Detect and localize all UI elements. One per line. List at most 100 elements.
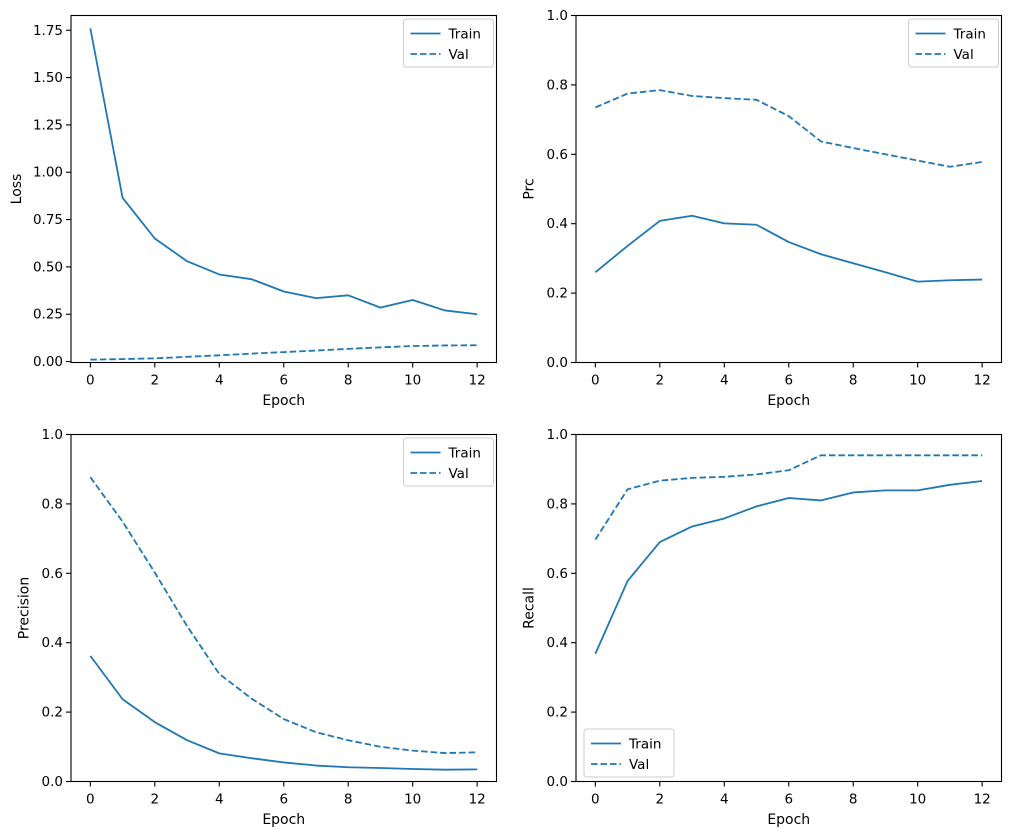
prc-ylabel: Prc xyxy=(522,178,538,199)
y-tick-label: 0.6 xyxy=(42,566,63,582)
x-tick-label: 2 xyxy=(151,792,160,808)
x-tick-label: 4 xyxy=(215,792,224,808)
y-tick-label: 0.8 xyxy=(42,496,63,512)
legend-train-label: Train xyxy=(448,27,481,43)
x-tick-label: 4 xyxy=(720,792,729,808)
x-tick-label: 10 xyxy=(909,373,926,389)
legend-train-label: Train xyxy=(953,27,986,43)
x-tick-label: 2 xyxy=(656,792,665,808)
x-tick-label: 6 xyxy=(279,373,288,389)
x-tick-label: 2 xyxy=(151,373,160,389)
x-tick-label: 8 xyxy=(344,792,353,808)
prc-legend: Train Val xyxy=(908,18,999,68)
x-tick-label: 6 xyxy=(784,792,793,808)
x-tick-label: 2 xyxy=(656,373,665,389)
y-tick-label: 0.50 xyxy=(33,259,63,275)
subplot-precision: 0 2 4 6 8 10 12 0.0 0.2 0.4 0.6 0.8 1.0 Epoch Precisio… xyxy=(0,419,505,838)
x-tick-label: 10 xyxy=(404,792,421,808)
recall-x-axis: 0 2 4 6 8 10 12 xyxy=(591,781,991,808)
loss-train-line xyxy=(89,28,478,316)
y-tick-label: 0.2 xyxy=(547,286,568,302)
y-tick-label: 1.0 xyxy=(42,427,63,443)
x-tick-label: 0 xyxy=(86,373,95,389)
prc-val-line xyxy=(594,89,983,168)
prc-axes-spines xyxy=(575,14,1003,364)
precision-ylabel: Precision xyxy=(17,577,33,639)
y-tick-label: 1.00 xyxy=(33,165,63,181)
recall-xlabel: Epoch xyxy=(767,812,810,828)
prc-x-axis: 0 2 4 6 8 10 12 xyxy=(591,362,991,389)
loss-xlabel: Epoch xyxy=(262,393,305,409)
legend-box xyxy=(583,728,675,778)
y-tick-label: 0.8 xyxy=(547,496,568,512)
legend-box xyxy=(403,18,494,68)
x-tick-label: 6 xyxy=(279,792,288,808)
y-tick-label: 0.75 xyxy=(33,212,63,228)
y-tick-label: 1.50 xyxy=(33,70,63,86)
subplot-recall: 0 2 4 6 8 10 12 0.0 0.2 0.4 0.6 0.8 1.0 Epoch Recall Tr… xyxy=(505,419,1010,838)
y-tick-label: 0.0 xyxy=(42,774,63,790)
legend-val-label: Val xyxy=(449,47,469,63)
y-tick-label: 0.2 xyxy=(547,705,568,721)
x-tick-label: 8 xyxy=(344,373,353,389)
x-tick-label: 0 xyxy=(591,373,600,389)
x-tick-label: 4 xyxy=(215,373,224,389)
y-tick-label: 1.75 xyxy=(33,23,63,39)
y-tick-label: 0.0 xyxy=(547,355,568,371)
x-tick-label: 8 xyxy=(849,792,858,808)
recall-ylabel: Recall xyxy=(522,587,538,629)
y-tick-label: 1.0 xyxy=(547,427,568,443)
precision-train-line xyxy=(89,655,478,771)
x-tick-label: 12 xyxy=(469,373,486,389)
recall-train-line xyxy=(594,480,983,655)
x-tick-label: 12 xyxy=(469,792,486,808)
y-tick-label: 0.4 xyxy=(42,635,63,651)
loss-legend: Train Val xyxy=(403,18,494,68)
legend-box xyxy=(403,437,494,487)
prc-train-line xyxy=(594,214,983,283)
legend-train-label: Train xyxy=(628,737,661,753)
loss-y-axis: 0.00 0.25 0.50 0.75 1.00 1.25 1.50 1.75 xyxy=(33,23,71,370)
x-tick-label: 8 xyxy=(849,373,858,389)
recall-val-line xyxy=(594,454,983,541)
recall-legend: Train Val xyxy=(583,728,675,778)
loss-x-axis: 0 2 4 6 8 10 12 xyxy=(86,362,486,389)
y-tick-label: 0.6 xyxy=(547,147,568,163)
y-tick-label: 1.0 xyxy=(547,8,568,24)
y-tick-label: 0.8 xyxy=(547,77,568,93)
y-tick-label: 0.4 xyxy=(547,216,568,232)
x-tick-label: 10 xyxy=(404,373,421,389)
y-tick-label: 0.00 xyxy=(33,354,63,370)
loss-val-line xyxy=(90,344,478,361)
precision-axes-spines xyxy=(70,433,498,783)
loss-chart-svg: 0 2 4 6 8 10 12 0.00 0.25 0.50 0.75 1.00 1.25 1.50 1.7… xyxy=(9,14,498,409)
legend-train-label: Train xyxy=(448,446,481,462)
prc-y-axis: 0.0 0.2 0.4 0.6 0.8 1.0 xyxy=(547,8,576,371)
recall-chart-svg: 0 2 4 6 8 10 12 0.0 0.2 0.4 0.6 0.8 1.0 Epoch Recall Tr… xyxy=(522,427,1003,828)
subplot-prc: 0 2 4 6 8 10 12 0.0 0.2 0.4 0.6 0.8 1.0 Epoch Prc Train… xyxy=(505,0,1010,419)
x-tick-label: 12 xyxy=(974,792,991,808)
precision-xlabel: Epoch xyxy=(262,812,305,828)
precision-chart-svg: 0 2 4 6 8 10 12 0.0 0.2 0.4 0.6 0.8 1.0 Epoch Precisio… xyxy=(17,427,498,828)
x-tick-label: 6 xyxy=(784,373,793,389)
x-tick-label: 10 xyxy=(909,792,926,808)
legend-box xyxy=(908,18,999,68)
prc-xlabel: Epoch xyxy=(767,393,810,409)
y-tick-label: 0.25 xyxy=(33,307,63,323)
subplot-loss: 0 2 4 6 8 10 12 0.00 0.25 0.50 0.75 1.00 1.25 1.50 1.7… xyxy=(0,0,505,419)
x-tick-label: 0 xyxy=(86,792,95,808)
legend-val-label: Val xyxy=(629,757,649,773)
y-tick-label: 0.6 xyxy=(547,566,568,582)
y-tick-label: 1.25 xyxy=(33,117,63,133)
prc-chart-svg: 0 2 4 6 8 10 12 0.0 0.2 0.4 0.6 0.8 1.0 Epoch Prc Train… xyxy=(522,8,1003,409)
precision-x-axis: 0 2 4 6 8 10 12 xyxy=(86,781,486,808)
y-tick-label: 0.0 xyxy=(547,774,568,790)
precision-legend: Train Val xyxy=(403,437,494,487)
legend-val-label: Val xyxy=(449,466,469,482)
x-tick-label: 4 xyxy=(720,373,729,389)
y-tick-label: 0.4 xyxy=(547,635,568,651)
loss-ylabel: Loss xyxy=(9,174,25,205)
loss-axes-spines xyxy=(70,14,498,364)
recall-y-axis: 0.0 0.2 0.4 0.6 0.8 1.0 xyxy=(547,427,576,790)
